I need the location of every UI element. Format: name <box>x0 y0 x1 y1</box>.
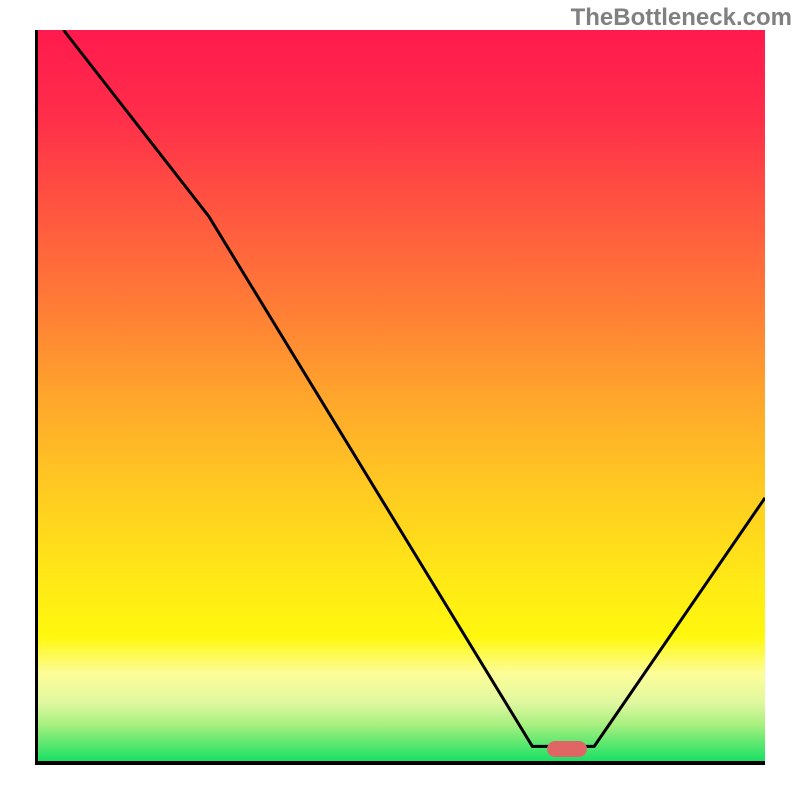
chart-plot-area <box>35 30 765 765</box>
optimal-point-marker <box>547 741 587 757</box>
bottleneck-curve <box>38 30 765 761</box>
watermark-text: TheBottleneck.com <box>571 4 792 32</box>
